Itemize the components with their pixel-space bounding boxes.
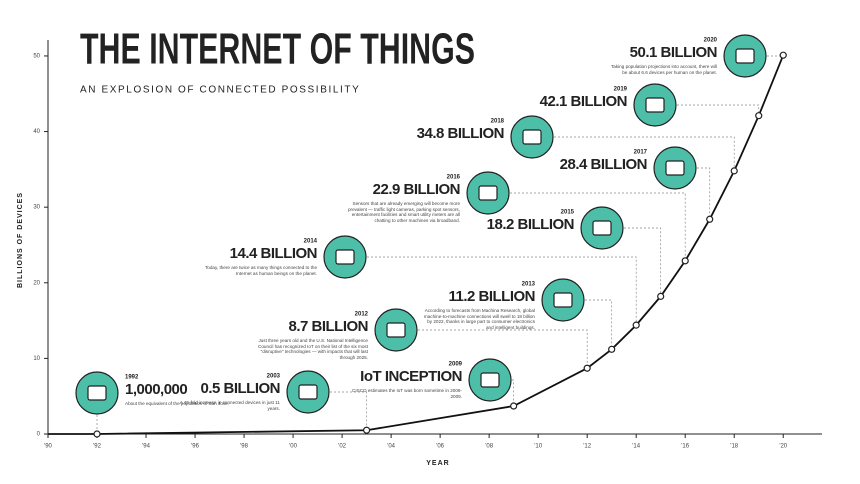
y-tick-label: 0 xyxy=(37,432,41,438)
x-tick-label: '94 xyxy=(142,444,150,450)
x-axis-label: YEAR xyxy=(426,460,449,467)
data-point xyxy=(730,167,738,175)
icon xyxy=(386,322,406,338)
year-label: 2018 xyxy=(491,119,505,125)
data-point xyxy=(681,257,689,265)
note: About the equivalent of the population o… xyxy=(125,401,229,406)
note: Today, there are twice as many things co… xyxy=(205,265,318,276)
y-tick-label: 10 xyxy=(33,356,40,362)
leader-line xyxy=(367,256,637,326)
icon xyxy=(735,48,755,64)
x-tick-label: '04 xyxy=(387,444,395,450)
leader-line xyxy=(697,167,711,220)
x-tick-label: '08 xyxy=(485,444,493,450)
icon xyxy=(335,249,355,265)
data-point xyxy=(608,345,616,353)
year-label: 2009 xyxy=(449,362,463,368)
value-label: IoT INCEPTION xyxy=(360,368,462,385)
year-label: 2020 xyxy=(704,38,718,44)
y-axis-label: BILLIONS OF DEVICES xyxy=(17,192,24,288)
year-label: 2003 xyxy=(267,374,281,380)
year-label: 2015 xyxy=(561,210,575,216)
icon xyxy=(645,97,665,113)
value-label: 8.7 BILLION xyxy=(288,318,368,335)
x-tick-label: '90 xyxy=(44,444,52,450)
year-label: 2012 xyxy=(355,312,369,318)
data-point xyxy=(706,215,714,223)
x-tick-label: '96 xyxy=(191,444,199,450)
value-label: 0.5 BILLION xyxy=(200,380,280,397)
x-tick-label: '00 xyxy=(289,444,297,450)
leader-line xyxy=(418,329,588,369)
note: Taking population projections into accou… xyxy=(611,64,717,75)
data-point xyxy=(779,51,787,59)
note: CISCO estimates the IoT was born sometim… xyxy=(352,388,462,399)
y-tick-label: 20 xyxy=(33,280,40,286)
data-point xyxy=(657,292,665,300)
data-point xyxy=(632,321,640,329)
chart-title: THE INTERNET OF THINGS xyxy=(80,25,475,74)
data-point xyxy=(510,402,518,410)
value-label: 28.4 BILLION xyxy=(560,156,647,173)
year-label: 2019 xyxy=(614,87,628,93)
leader-line xyxy=(512,379,515,407)
note: A 49-fold increase in connected devices … xyxy=(179,400,280,411)
icon xyxy=(522,129,542,145)
value-label: 42.1 BILLION xyxy=(540,93,627,110)
icon xyxy=(478,185,498,201)
leader-line xyxy=(330,391,367,431)
x-tick-label: '18 xyxy=(730,444,738,450)
leader-line xyxy=(677,104,760,116)
year-label: 2016 xyxy=(447,175,461,181)
data-point xyxy=(363,426,371,434)
note: Sensors that are already emerging will b… xyxy=(348,201,461,223)
value-label: 1,000,000 xyxy=(125,381,187,398)
icon xyxy=(553,292,573,308)
icon xyxy=(480,372,500,388)
x-tick-label: '14 xyxy=(632,444,640,450)
icon xyxy=(87,385,107,401)
x-tick-label: '16 xyxy=(681,444,689,450)
leader-line xyxy=(510,192,686,261)
value-label: 22.9 BILLION xyxy=(373,181,460,198)
x-tick-label: '98 xyxy=(240,444,248,450)
value-label: 14.4 BILLION xyxy=(230,245,317,262)
x-tick-label: '06 xyxy=(436,444,444,450)
year-label: 2014 xyxy=(304,239,318,245)
x-tick-label: '92 xyxy=(93,444,101,450)
icon xyxy=(298,384,318,400)
leader-line xyxy=(585,299,613,350)
data-point xyxy=(583,364,591,372)
icon xyxy=(665,160,685,176)
x-tick-label: '02 xyxy=(338,444,346,450)
leader-line xyxy=(554,136,735,171)
chart-subtitle: AN EXPLOSION OF CONNECTED POSSIBILITY xyxy=(80,85,360,96)
value-label: 11.2 BILLION xyxy=(448,288,535,305)
leader-line xyxy=(624,227,662,297)
y-tick-label: 40 xyxy=(33,129,40,135)
data-point xyxy=(755,112,763,120)
y-tick-label: 30 xyxy=(33,205,40,211)
icon xyxy=(592,220,612,236)
data-point xyxy=(93,430,101,438)
year-label: 2013 xyxy=(522,282,536,288)
value-label: 18.2 BILLION xyxy=(487,216,574,233)
x-tick-label: '12 xyxy=(583,444,591,450)
note: According to forecasts from Machina Rese… xyxy=(423,308,535,330)
year-label: 2017 xyxy=(634,150,648,156)
value-label: 50.1 BILLION xyxy=(630,44,717,61)
x-tick-label: '10 xyxy=(534,444,542,450)
value-label: 34.8 BILLION xyxy=(417,125,504,142)
x-tick-label: '20 xyxy=(779,444,787,450)
year-label: 1992 xyxy=(125,375,139,381)
y-tick-label: 50 xyxy=(33,54,40,60)
note: Just three years old and the U.S. Nation… xyxy=(258,338,368,360)
